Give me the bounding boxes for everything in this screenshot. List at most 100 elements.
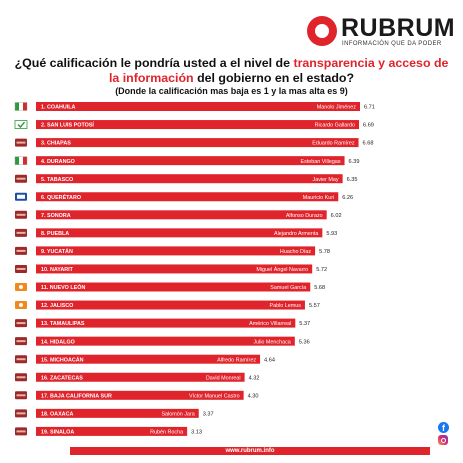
party-logo-icon [15, 283, 27, 291]
party-logo-icon [15, 355, 27, 364]
bar [36, 426, 188, 436]
bar [36, 156, 345, 166]
bar [36, 282, 311, 292]
bar-row: 7. SONORA Alfonso Durazo 6.02 [15, 210, 342, 220]
value-label: 6.35 [347, 177, 358, 183]
chart-subtitle: (Donde la calificación mas baja es 1 y l… [115, 86, 348, 96]
bar [36, 372, 245, 382]
bar-row: 17. BAJA CALIFORNIA SUR Víctor Manuel Cas… [15, 390, 259, 400]
governor-label: Julio Menchaca [253, 339, 290, 345]
state-label: 11. NUEVO LEÓN [41, 283, 85, 291]
bar-row: 9. YUCATÁN Huacho Díaz 5.78 [15, 246, 330, 256]
governor-label: Alfonso Durazo [286, 213, 323, 219]
value-label: 3.13 [191, 430, 202, 436]
bar-row: 13. TAMAULIPAS Américo Villarreal 5.37 [15, 318, 310, 328]
bar-row: 14. HIDALGO Julio Menchaca 5.36 [15, 336, 310, 346]
bar [36, 318, 296, 328]
bar-row: 11. NUEVO LEÓN Samuel García 5.68 [15, 282, 325, 292]
bar [36, 138, 359, 148]
value-label: 5.37 [299, 321, 310, 327]
bar-row: 18. OAXACA Salomón Jara 3.37 [15, 408, 214, 418]
party-logo-icon [15, 228, 27, 237]
value-label: 5.72 [316, 267, 327, 273]
brand-name: RUBRUM [341, 14, 456, 42]
governor-label: Pablo Lemus [269, 303, 301, 309]
state-label: 17. BAJA CALIFORNIA SUR [41, 393, 112, 399]
party-logo-icon [15, 210, 27, 219]
party-logo-icon [15, 264, 27, 273]
value-label: 3.37 [203, 411, 214, 417]
bar-row: 16. ZACATECAS David Monreal 4.32 [15, 372, 260, 382]
bar-row: 12. JALISCO Pablo Lemus 5.57 [15, 300, 320, 310]
party-logo-icon [15, 337, 27, 346]
bar [36, 228, 323, 238]
state-label: 5. TABASCO [41, 177, 73, 183]
value-label: 4.32 [249, 375, 260, 381]
bar-row: 3. CHIAPAS Eduardo Ramírez 6.68 [15, 138, 374, 148]
state-label: 6. QUERÉTARO [41, 193, 81, 201]
bar [36, 210, 327, 220]
bar [36, 102, 360, 111]
value-label: 5.93 [326, 231, 337, 237]
value-label: 4.30 [248, 393, 259, 399]
value-label: 5.78 [319, 249, 330, 255]
state-label: 18. OAXACA [41, 411, 73, 417]
state-label: 10. NAYARIT [41, 267, 74, 273]
bar [36, 174, 343, 184]
bar-row: 8. PUEBLA Alejandro Armenta 5.93 [15, 228, 337, 238]
party-logo-icon [15, 138, 27, 147]
state-label: 15. MICHOACÁN [41, 356, 84, 363]
state-label: 8. PUEBLA [41, 231, 69, 237]
governor-label: Samuel García [270, 285, 306, 291]
instagram-icon[interactable] [438, 435, 448, 445]
state-label: 9. YUCATÁN [41, 248, 73, 255]
bar-row: 15. MICHOACÁN Alfredo Ramírez 4.64 [15, 354, 275, 364]
title-part-3: del gobierno en el estado? [193, 71, 355, 85]
bar-row: 5. TABASCO Javier May 6.35 [15, 174, 358, 184]
bar [36, 354, 261, 364]
facebook-icon[interactable]: f [438, 422, 449, 433]
party-logo-icon [14, 120, 28, 129]
value-label: 5.68 [314, 285, 325, 291]
governor-label: Rubén Rocha [150, 430, 183, 436]
title-part-2: transparencia y acceso de la información [108, 56, 449, 85]
governor-label: Víctor Manuel Castro [189, 393, 240, 399]
state-label: 16. ZACATECAS [41, 375, 83, 381]
governor-label: Ricardo Gallardo [315, 123, 355, 129]
state-label: 3. CHIAPAS [41, 141, 71, 147]
party-logo-icon [15, 319, 27, 328]
governor-label: Eduardo Ramírez [312, 141, 355, 147]
bar [36, 192, 339, 202]
rubrum-circle-icon [307, 16, 337, 46]
governor-label: Alfredo Ramírez [217, 357, 256, 363]
party-logo-icon [14, 156, 28, 165]
governor-label: Javier May [313, 177, 339, 183]
bar-row: 4. DURANGO Esteban Villegas 6.39 [14, 156, 359, 166]
bar-row: 10. NAYARIT Miguel Ángel Navarro 5.72 [15, 264, 327, 274]
rubrum-logo: RUBRUM INFORMACIÓN QUE DA PODER [305, 14, 455, 54]
value-label: 6.68 [363, 141, 374, 147]
bar-row: 19. SINALOA Rubén Rocha 3.13 [15, 426, 202, 436]
state-label: 4. DURANGO [41, 159, 75, 165]
state-label: 1. COAHUILA [41, 105, 76, 111]
bar [36, 120, 360, 130]
bar-row: 2. SAN LUIS POTOSÍ Ricardo Gallardo 6.69 [14, 120, 374, 130]
value-label: 5.57 [309, 303, 320, 309]
bar [36, 246, 316, 256]
bar [36, 408, 199, 418]
value-label: 5.36 [299, 339, 310, 345]
footer-url[interactable]: www.rubrum.info [225, 448, 275, 454]
party-logo-icon [15, 391, 27, 400]
state-label: 7. SONORA [41, 213, 71, 219]
footer-bar: www.rubrum.info [70, 447, 430, 455]
value-label: 4.64 [264, 357, 275, 363]
bar-row: 1. COAHUILA Manolo Jiménez 6.71 [14, 102, 375, 111]
value-label: 6.71 [364, 105, 375, 111]
party-logo-icon [14, 102, 28, 111]
governor-label: Mauricio Kuri [303, 195, 334, 201]
value-label: 6.26 [342, 195, 353, 201]
chart-title: ¿Qué calificación le pondría usted a el … [10, 56, 453, 86]
governor-label: Manolo Jiménez [317, 105, 357, 111]
state-label: 13. TAMAULIPAS [41, 321, 85, 327]
